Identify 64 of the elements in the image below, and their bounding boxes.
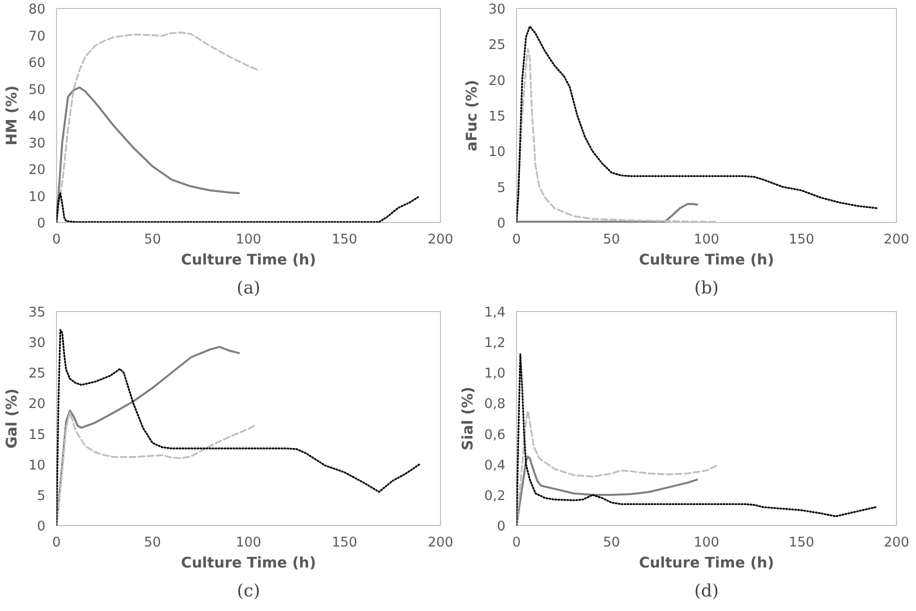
x-tick-label: 150 <box>332 232 358 248</box>
y-tick-label: 30 <box>28 336 46 352</box>
text: (c) <box>236 582 260 602</box>
y-tick-label: 0,8 <box>484 397 506 412</box>
y-tick-label: 10 <box>28 190 46 205</box>
x-tick-label: 100 <box>236 232 262 248</box>
y-tick-label: 20 <box>488 74 506 89</box>
x-tick-label: 100 <box>236 536 262 550</box>
y-axis-title: Gal (%) <box>4 388 21 449</box>
y-tick-label: 0,4 <box>484 458 506 474</box>
y-tick-label: 20 <box>28 163 46 178</box>
y-tick-label: 10 <box>488 145 506 160</box>
x-axis-title: Culture Time (h) <box>180 252 316 268</box>
x-tick-label: 200 <box>428 232 454 248</box>
y-tick-label: 80 <box>28 2 46 18</box>
text: (a) <box>236 278 260 298</box>
x-tick-label: 50 <box>603 232 620 248</box>
y-axis-title: Sial (%) <box>459 386 476 450</box>
y-tick-label: 35 <box>28 306 46 320</box>
y-tick-label: 0 <box>37 216 46 232</box>
x-tick-label: 200 <box>428 536 454 550</box>
y-tick-label: 10 <box>28 458 46 474</box>
x-tick-label: 200 <box>884 232 910 248</box>
y-tick-label: 15 <box>28 428 46 443</box>
x-tick-label: 100 <box>694 232 720 248</box>
y-tick-label: 25 <box>488 38 506 54</box>
y-tick-label: 70 <box>28 29 46 44</box>
x-axis-title: Culture Time (h) <box>638 554 774 572</box>
y-tick-label: 40 <box>28 110 46 124</box>
y-tick-label: 1,4 <box>484 306 506 320</box>
x-tick-label: 0 <box>512 232 521 248</box>
y-tick-label: 60 <box>28 56 46 71</box>
text: (d) <box>694 582 719 602</box>
y-tick-label: 5 <box>497 180 506 196</box>
y-tick-label: 30 <box>488 2 506 18</box>
y-tick-label: 25 <box>28 366 46 382</box>
y-axis-title: HM (%) <box>4 85 21 146</box>
x-tick-label: 50 <box>144 536 161 550</box>
x-tick-label: 0 <box>512 536 521 550</box>
x-tick-label: 150 <box>788 232 814 248</box>
x-tick-label: 100 <box>694 536 720 550</box>
y-tick-label: 50 <box>28 82 46 98</box>
x-tick-label: 50 <box>603 536 620 550</box>
y-tick-label: 5 <box>37 488 46 504</box>
x-tick-label: 150 <box>788 536 814 550</box>
x-axis-title: Culture Time (h) <box>180 554 316 572</box>
x-tick-label: 200 <box>884 536 910 550</box>
y-tick-label: 1,2 <box>484 336 506 352</box>
x-tick-label: 0 <box>52 536 61 550</box>
x-tick-label: 0 <box>52 232 61 248</box>
y-tick-label: 0 <box>497 520 506 534</box>
x-tick-label: 150 <box>332 536 358 550</box>
y-axis-title: aFuc (%) <box>464 80 481 152</box>
y-tick-label: 15 <box>488 110 506 124</box>
x-axis-title: Culture Time (h) <box>638 252 774 268</box>
y-tick-label: 1,0 <box>484 366 506 382</box>
text: (b) <box>694 278 719 298</box>
x-tick-label: 50 <box>144 232 161 248</box>
y-tick-label: 20 <box>28 397 46 412</box>
y-tick-label: 0,6 <box>484 428 506 443</box>
y-tick-label: 0 <box>497 216 506 232</box>
y-tick-label: 30 <box>28 136 46 152</box>
y-tick-label: 0,2 <box>484 488 506 504</box>
y-tick-label: 0 <box>37 520 46 534</box>
